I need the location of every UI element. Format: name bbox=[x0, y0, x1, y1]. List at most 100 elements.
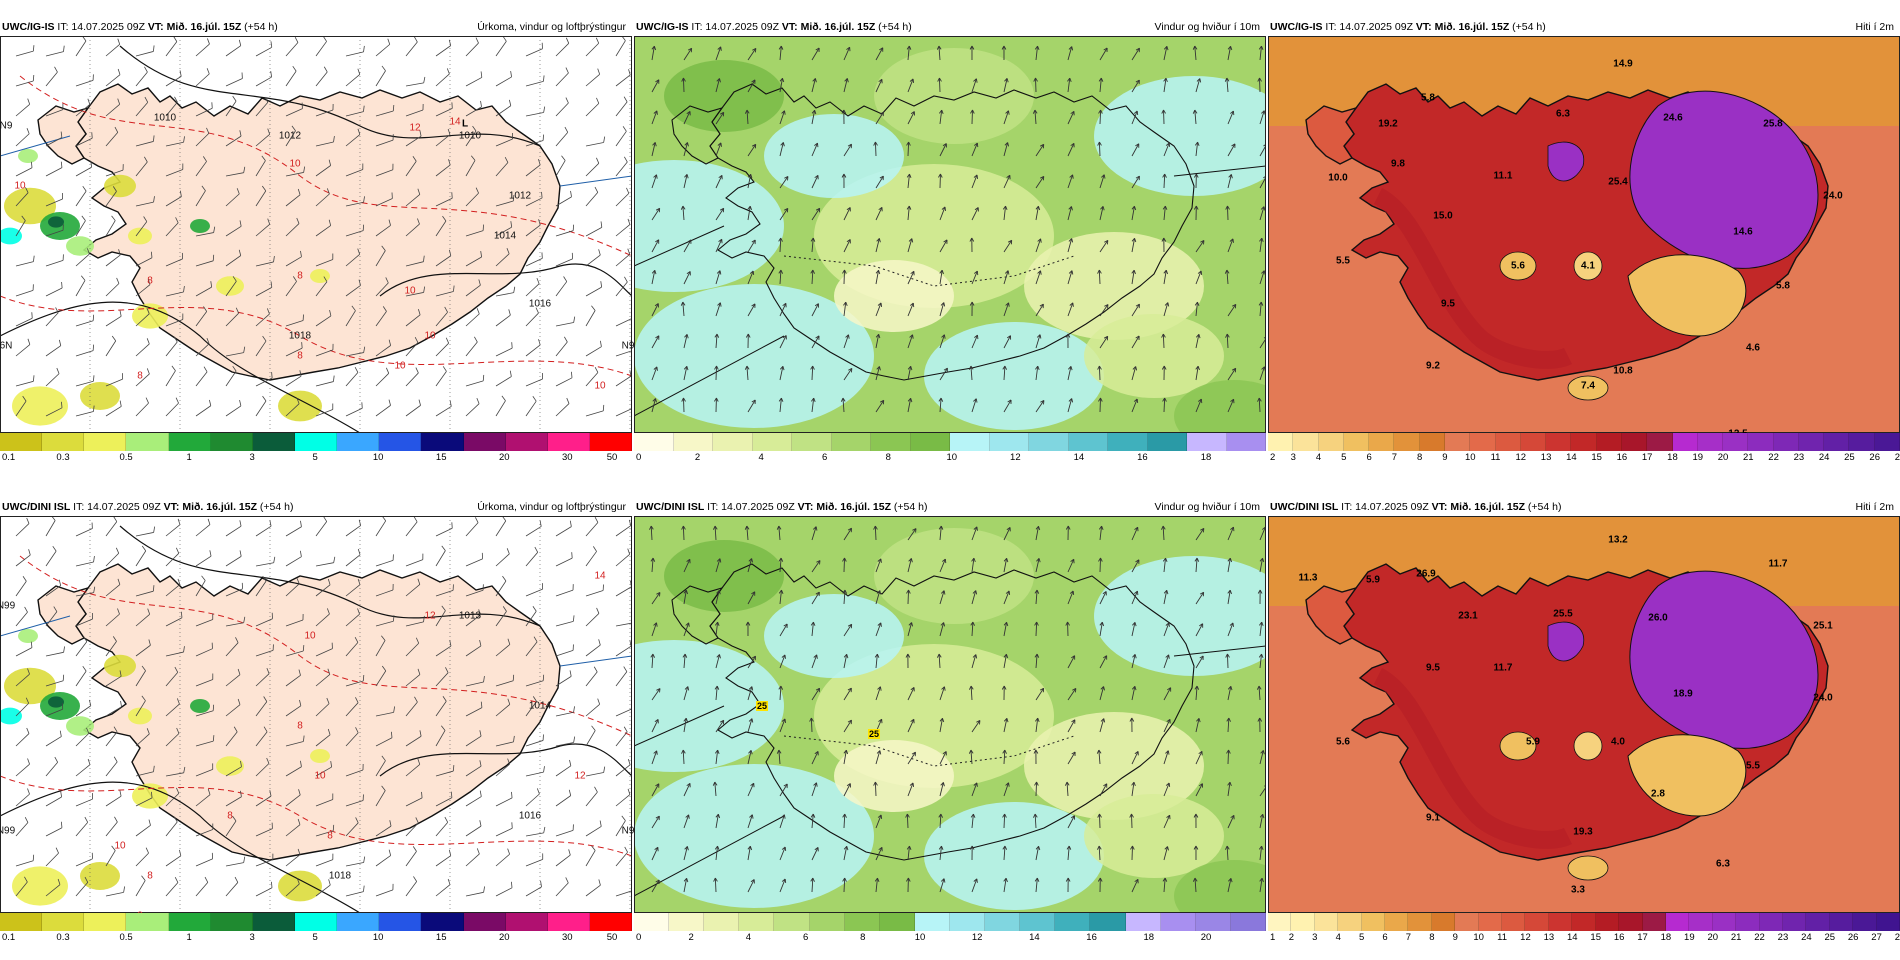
temp-contour-label: 8 bbox=[297, 721, 303, 732]
colorbar-swatch bbox=[1455, 913, 1478, 931]
colorbar-swatch bbox=[1126, 913, 1161, 931]
colorbar-swatch bbox=[1824, 433, 1849, 451]
wind-speed-area bbox=[874, 48, 1034, 144]
forecast-offset: (+54 h) bbox=[257, 501, 293, 513]
temperature-value: 24.0 bbox=[1823, 191, 1842, 202]
colorbar-swatch bbox=[753, 433, 793, 451]
colorbar-tick-label: 4 bbox=[746, 932, 751, 943]
colorbar-tick-label: 10 bbox=[1473, 932, 1484, 943]
colorbar-swatch bbox=[990, 433, 1030, 451]
colorbar-tick-label: 3 bbox=[249, 452, 254, 463]
colorbar-swatch bbox=[337, 913, 379, 931]
colorbar-tick-label: 10 bbox=[1465, 452, 1476, 463]
colorbar-swatch bbox=[84, 913, 126, 931]
colorbar-swatch bbox=[1572, 913, 1595, 931]
colorbar-swatch bbox=[1713, 913, 1736, 931]
wind-speed-area bbox=[664, 60, 784, 132]
colorbar-swatch bbox=[1877, 913, 1900, 931]
colorbar bbox=[1268, 913, 1900, 931]
colorbar-swatch bbox=[911, 433, 951, 451]
wind-speed-area bbox=[834, 740, 954, 812]
colorbar-swatch bbox=[548, 913, 590, 931]
temp-contour-label: 14 bbox=[594, 571, 605, 582]
temp-contour-label: 10 bbox=[404, 286, 415, 297]
colorbar-swatch bbox=[950, 433, 990, 451]
colorbar-swatch bbox=[1161, 913, 1196, 931]
valid-time: VT: Mið. 16.júl. 15Z bbox=[148, 21, 241, 33]
colorbar-swatch bbox=[1597, 433, 1622, 451]
isobar-label: 1010 bbox=[154, 113, 176, 124]
temp-contour-label: 10 bbox=[424, 331, 435, 342]
colorbar-swatch bbox=[792, 433, 832, 451]
colorbar-tick-label: 0.5 bbox=[119, 932, 132, 943]
colorbar-tick-label: 6 bbox=[1382, 932, 1387, 943]
colorbar-tick-label: 17 bbox=[1637, 932, 1648, 943]
temperature-value: 25.8 bbox=[1763, 119, 1782, 130]
temp-contour-label: 12 bbox=[574, 771, 585, 782]
colorbar-swatch bbox=[1268, 913, 1291, 931]
colorbar-swatch bbox=[1830, 913, 1853, 931]
colorbar-swatch bbox=[1783, 913, 1806, 931]
colorbar-swatch bbox=[810, 913, 845, 931]
low-pressure-marker: L bbox=[462, 119, 468, 130]
colorbar-swatch bbox=[1853, 913, 1876, 931]
edge-label: N99 bbox=[0, 826, 15, 837]
colorbar-tick-label: 4 bbox=[758, 452, 763, 463]
colorbar-tick-label: 3 bbox=[249, 932, 254, 943]
colorbar-tick-label: 6 bbox=[822, 452, 827, 463]
colorbar-swatch bbox=[590, 433, 632, 451]
colorbar-swatch bbox=[1108, 433, 1148, 451]
panel-header: UWC/DINI ISL IT: 14.07.2025 09Z VT: Mið.… bbox=[1268, 498, 1900, 516]
temperature-value: 9.5 bbox=[1426, 663, 1440, 674]
temperature-value: 9.5 bbox=[1441, 299, 1455, 310]
wind-panel-dini: UWC/DINI ISL IT: 14.07.2025 09Z VT: Mið.… bbox=[634, 498, 1266, 960]
colorbar-tick-label: 25 bbox=[1824, 932, 1835, 943]
colorbar-swatch bbox=[1736, 913, 1759, 931]
colorbar-swatch bbox=[169, 433, 211, 451]
temp-contour-label: 10 bbox=[304, 631, 315, 642]
colorbar-swatch bbox=[126, 433, 168, 451]
precip-patch bbox=[80, 382, 120, 410]
colorbar-tick-label: 50 bbox=[607, 452, 618, 463]
colorbar-swatch bbox=[1799, 433, 1824, 451]
colorbar-swatch bbox=[1231, 913, 1266, 931]
precip-patch bbox=[310, 749, 330, 763]
colorbar bbox=[1268, 433, 1900, 451]
temperature-value: 2.8 bbox=[1651, 789, 1665, 800]
init-time: IT: 14.07.2025 09Z bbox=[1338, 501, 1431, 513]
wind-speed-area bbox=[764, 594, 904, 678]
colorbar-swatch bbox=[253, 433, 295, 451]
temp-contour-label: 8 bbox=[227, 811, 233, 822]
colorbar-swatch bbox=[880, 913, 915, 931]
temperature-value: 5.8 bbox=[1776, 281, 1790, 292]
forecast-offset: (+54 h) bbox=[1525, 501, 1561, 513]
colorbar bbox=[634, 913, 1266, 931]
colorbar bbox=[634, 433, 1266, 451]
model-name: UWC/IG-IS bbox=[636, 21, 689, 33]
colorbar-tick-label: 27 bbox=[1871, 932, 1882, 943]
temperature-value: 5.5 bbox=[1336, 256, 1350, 267]
colorbar-swatch bbox=[1643, 913, 1666, 931]
colorbar-tick-label: 15 bbox=[436, 452, 447, 463]
colorbar-swatch bbox=[211, 913, 253, 931]
colorbar-swatch bbox=[0, 913, 42, 931]
init-time: IT: 14.07.2025 09Z bbox=[704, 501, 797, 513]
colorbar-tick-label: 5 bbox=[313, 932, 318, 943]
temp-contour-label: 8 bbox=[297, 271, 303, 282]
temp-contour-label: 8 bbox=[147, 276, 153, 287]
precip-patch bbox=[278, 871, 322, 902]
colorbar-swatch bbox=[1293, 433, 1318, 451]
colorbar-tick-label: 10 bbox=[915, 932, 926, 943]
gust-value: 25 bbox=[756, 701, 768, 711]
forecast-offset: (+54 h) bbox=[875, 21, 911, 33]
precip-panel-igis: UWC/IG-IS IT: 14.07.2025 09Z VT: Mið. 16… bbox=[0, 18, 632, 480]
isobar-label: 1012 bbox=[509, 191, 531, 202]
colorbar-swatch bbox=[379, 913, 421, 931]
colorbar-swatch bbox=[674, 433, 714, 451]
temp-contour-label: 8 bbox=[147, 871, 153, 882]
temperature-value: 7.4 bbox=[1581, 381, 1595, 392]
temp-contour-label: 8 bbox=[137, 371, 143, 382]
